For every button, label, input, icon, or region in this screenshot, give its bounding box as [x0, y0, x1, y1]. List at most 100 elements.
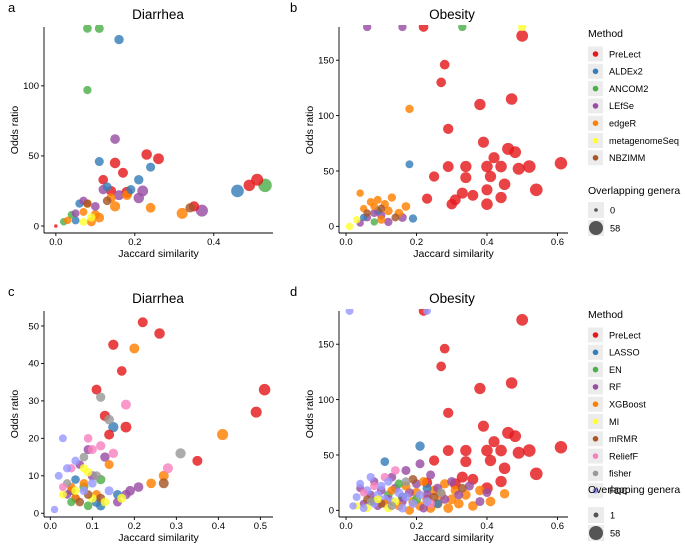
data-point [90, 202, 100, 211]
data-point [498, 462, 511, 475]
data-point [516, 313, 529, 326]
data-point [366, 472, 375, 482]
data-point [71, 209, 80, 218]
data-point [405, 104, 414, 114]
data-point [63, 216, 72, 225]
legend-label: LEfSe [609, 101, 634, 111]
data-point [158, 470, 169, 481]
data-point [484, 170, 497, 183]
data-point [488, 152, 500, 164]
data-point [185, 203, 195, 213]
legend-swatch [592, 418, 599, 425]
data-point [456, 471, 468, 483]
data-point [96, 441, 106, 451]
x-tick-label: 0.2 [410, 237, 423, 248]
legend-swatch [592, 436, 599, 442]
data-point [79, 452, 89, 462]
size-legend-label: 58 [610, 528, 620, 538]
data-point [440, 494, 450, 504]
x-tick-label: 0.0 [339, 237, 352, 248]
data-point [133, 482, 144, 492]
y-tick-label: 50 [323, 166, 334, 177]
data-point [443, 123, 454, 135]
data-point [71, 216, 80, 225]
data-point [460, 490, 471, 500]
data-point [104, 429, 115, 440]
y-tick-label: 0 [34, 221, 39, 232]
y-tick-label: 20 [28, 434, 39, 445]
data-point [110, 134, 120, 144]
data-point [460, 172, 472, 184]
data-point [442, 445, 454, 456]
size-legend-label: 58 [610, 223, 620, 233]
data-point [522, 160, 536, 173]
data-point [79, 217, 88, 226]
data-point [100, 452, 110, 462]
data-point [443, 503, 454, 513]
legend-label: LASSO [609, 348, 640, 358]
data-point [394, 488, 404, 497]
data-point [217, 429, 229, 441]
data-point [175, 448, 186, 459]
data-point [477, 420, 489, 432]
data-point [94, 25, 104, 33]
data-point [104, 486, 114, 496]
legend-label: mRMR [609, 434, 638, 444]
data-point [58, 483, 67, 492]
y-tick-label: 30 [28, 396, 39, 407]
data-point [485, 496, 496, 507]
legend-label: PreLect [609, 330, 641, 340]
data-point [439, 59, 450, 70]
data-point [109, 201, 121, 212]
data-point [243, 179, 256, 192]
data-point [117, 493, 127, 503]
data-point [100, 497, 110, 507]
data-point [484, 454, 497, 467]
legend-swatch [592, 487, 599, 494]
data-point [495, 160, 507, 173]
y-tick-label: 150 [318, 340, 334, 351]
data-point [418, 25, 429, 32]
data-point [495, 191, 507, 204]
data-point [349, 502, 357, 510]
legend-label: ReliefF [609, 451, 638, 461]
legend-swatch [592, 384, 599, 390]
x-tick-label: 0.4 [212, 521, 225, 532]
data-point [102, 196, 112, 206]
legend-label: RF [609, 382, 622, 392]
legend-swatch [592, 453, 599, 459]
data-point [439, 479, 450, 489]
data-point [162, 463, 173, 474]
data-point [428, 171, 440, 182]
data-point [373, 195, 382, 204]
data-point [133, 192, 145, 204]
data-points [345, 25, 568, 231]
size-legend-swatch [593, 512, 599, 518]
y-tick-label: 50 [323, 450, 334, 461]
data-point [516, 29, 529, 42]
data-point [481, 160, 493, 173]
y-axis-label: Odds ratio [304, 106, 316, 155]
data-point [58, 434, 67, 443]
data-point [58, 490, 67, 499]
data-point [71, 456, 80, 465]
y-axis-label: Odds ratio [304, 390, 316, 439]
data-point [475, 485, 485, 496]
panel-a: a Diarrhea 0.0 0.2 0.4 0 50 100 Jaccard similari… [8, 0, 273, 260]
data-point [512, 446, 525, 459]
data-point [454, 490, 464, 500]
y-axis-label: Odds ratio [9, 106, 21, 155]
data-point [398, 25, 407, 32]
data-point [394, 479, 404, 489]
data-point [475, 496, 485, 507]
data-point [120, 421, 132, 433]
panel-d: d Obesity 0.0 0.2 0.4 0.6 0 50 100 150 Jaccard sim… [290, 284, 568, 544]
y-tick-label: 50 [28, 151, 39, 162]
data-point [404, 505, 414, 515]
x-tick-label: 0.2 [410, 521, 423, 532]
data-point [154, 328, 165, 339]
data-point [91, 384, 102, 395]
legend-title: Method [588, 309, 623, 321]
data-point [192, 455, 203, 466]
data-point [146, 478, 156, 489]
